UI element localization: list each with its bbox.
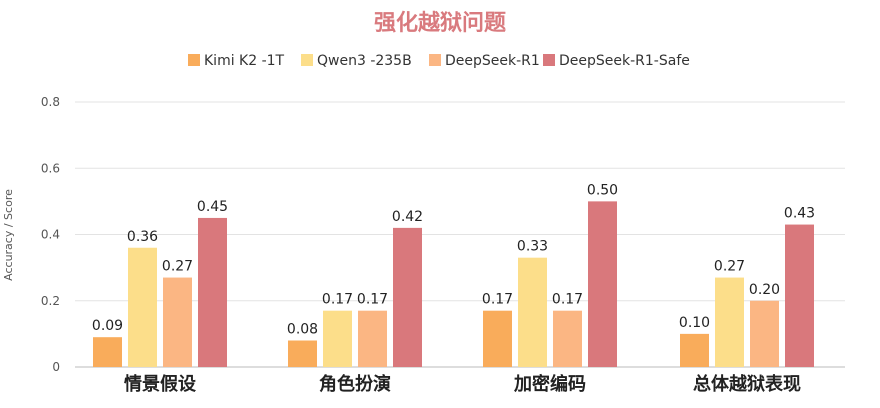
bar xyxy=(785,224,814,367)
bar xyxy=(323,310,352,367)
bar-value-label: 0.50 xyxy=(587,182,618,198)
bar xyxy=(518,257,547,367)
bar xyxy=(93,337,122,367)
y-tick-label: 0.6 xyxy=(41,161,60,175)
bars xyxy=(93,201,814,367)
legend: Kimi K2 -1T Qwen3 -235B DeepSeek-R1 DeepSee… xyxy=(188,53,690,69)
legend-label: Qwen3 -235B xyxy=(317,53,412,69)
y-tick-label: 0.8 xyxy=(41,95,60,109)
x-axis-categories: 情景假设 角色扮演 加密编码 总体越狱表现 xyxy=(124,373,801,395)
legend-label: Kimi K2 -1T xyxy=(204,53,285,69)
bar-value-label: 0.43 xyxy=(784,206,815,222)
bar-value-label: 0.45 xyxy=(197,199,228,215)
bar-value-label: 0.08 xyxy=(287,322,318,338)
bar-value-label: 0.42 xyxy=(392,209,423,225)
y-tick-label: 0.4 xyxy=(41,228,60,242)
bar xyxy=(198,217,227,367)
legend-swatch xyxy=(429,54,441,66)
y-tick-label: 0 xyxy=(52,360,60,374)
x-category-label: 总体越狱表现 xyxy=(693,373,801,395)
bar xyxy=(393,227,422,367)
bar xyxy=(750,300,779,367)
x-category-label: 角色扮演 xyxy=(319,373,391,395)
y-tick-label: 0.2 xyxy=(41,294,60,308)
y-axis-ticks: 0 0.2 0.4 0.6 0.8 xyxy=(41,95,60,374)
bar-value-label: 0.10 xyxy=(679,315,710,331)
bar xyxy=(680,333,709,367)
legend-swatch xyxy=(301,54,313,66)
bar xyxy=(483,310,512,367)
bar-value-label: 0.20 xyxy=(749,282,780,298)
bar xyxy=(128,247,157,367)
legend-swatch xyxy=(188,54,200,66)
legend-label: DeepSeek-R1-Safe xyxy=(559,53,690,69)
bar-value-label: 0.17 xyxy=(552,292,583,308)
bar xyxy=(715,277,744,367)
bar xyxy=(358,310,387,367)
legend-swatch xyxy=(543,54,555,66)
bar-value-label: 0.27 xyxy=(714,259,745,275)
y-axis-label: Accuracy / Score xyxy=(2,189,15,281)
bar-value-label: 0.17 xyxy=(357,292,388,308)
bar xyxy=(588,201,617,367)
x-category-label: 加密编码 xyxy=(513,373,586,395)
bar-value-label: 0.17 xyxy=(322,292,353,308)
data-labels: 0.090.360.270.450.080.17 0.170.420.170.33… xyxy=(92,182,815,337)
bar-value-label: 0.27 xyxy=(162,259,193,275)
bar-value-label: 0.17 xyxy=(482,292,513,308)
legend-label: DeepSeek-R1 xyxy=(445,53,540,69)
bar xyxy=(553,310,582,367)
bar-value-label: 0.36 xyxy=(127,229,158,245)
bar xyxy=(163,277,192,367)
bar-value-label: 0.09 xyxy=(92,318,123,334)
chart-title: 强化越狱问题 xyxy=(374,10,507,36)
bar-value-label: 0.33 xyxy=(517,239,548,255)
bar xyxy=(288,340,317,367)
x-category-label: 情景假设 xyxy=(124,373,196,395)
